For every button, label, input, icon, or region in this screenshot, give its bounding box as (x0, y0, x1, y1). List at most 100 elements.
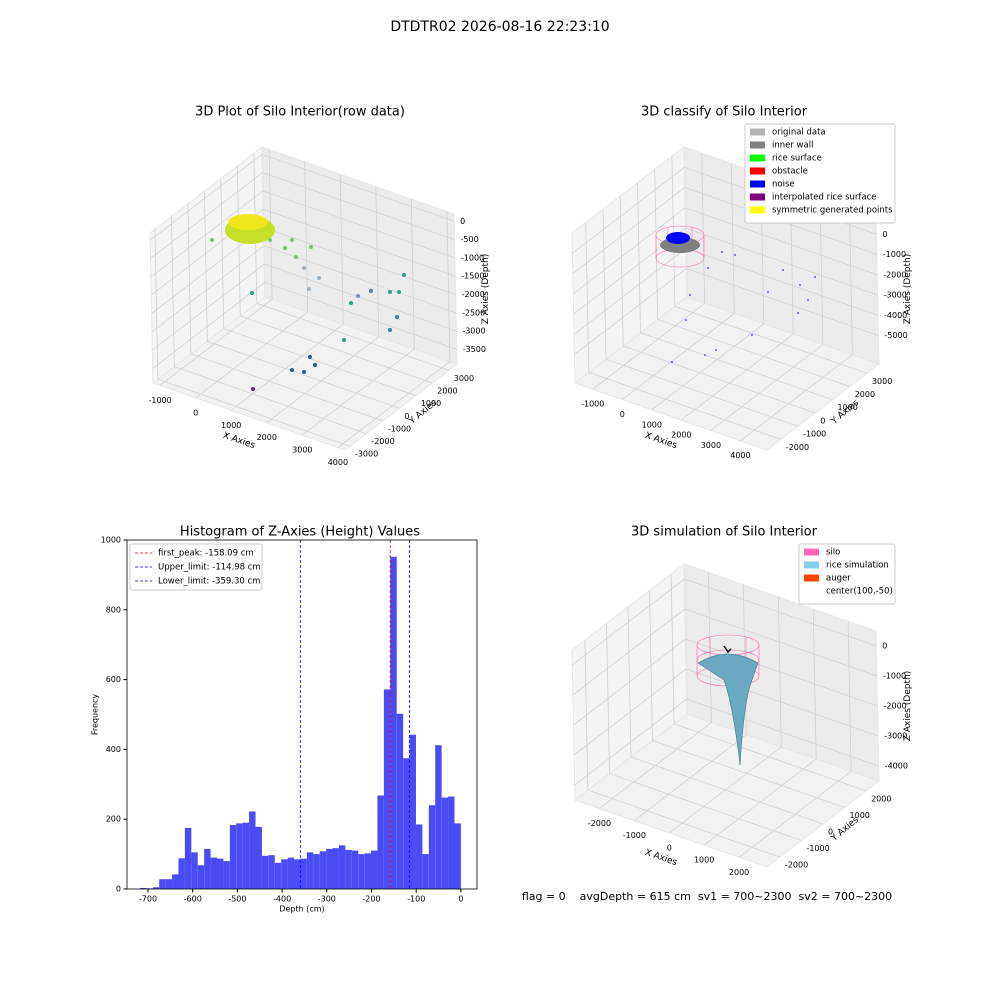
legend-label: rice surface (772, 154, 822, 164)
x-tick-label: 0 (193, 408, 198, 417)
x-tick-label: 1000 (694, 856, 714, 865)
y-tick-label: 800 (106, 605, 121, 614)
grid-line (150, 190, 456, 278)
grid-line (572, 578, 877, 666)
legend-label: obstacle (772, 167, 808, 177)
bar (377, 795, 384, 889)
legend-label: symmetric generated points (772, 206, 893, 216)
bar (403, 758, 410, 889)
x-tick-label: -400 (273, 895, 291, 904)
bar (338, 845, 346, 889)
grid-line (740, 204, 853, 442)
bar (441, 797, 449, 889)
bar (197, 865, 205, 889)
legend-box (798, 543, 896, 605)
bar (159, 879, 166, 889)
z-tick-label: -3000 (462, 327, 485, 336)
z-tick-label: -4000 (885, 762, 908, 771)
y-tick-label: 200 (106, 815, 121, 824)
x-tick-label: 3000 (292, 446, 312, 455)
legend-label: original data (772, 128, 826, 138)
x-tick-label: 1000 (642, 420, 662, 429)
legend-box (129, 543, 263, 591)
bar (172, 874, 179, 889)
x-axis-label: X Axies (643, 848, 678, 868)
z-tick-label: -1000 (461, 253, 484, 262)
axes-frame (126, 539, 478, 890)
x-tick-label: 0 (458, 895, 463, 904)
z-tick-label: -2000 (884, 702, 907, 711)
bar (165, 879, 173, 889)
bar (249, 811, 256, 889)
z-tick-label: -500 (461, 235, 479, 244)
cloud (228, 214, 268, 230)
legend-swatch (804, 561, 819, 569)
x-tick-label: 2000 (671, 431, 691, 440)
x-tick-label: 0 (667, 843, 672, 852)
bar (306, 852, 314, 889)
bar (229, 825, 237, 889)
y-tick-label: -2000 (371, 437, 394, 446)
points (210, 238, 406, 391)
bar (268, 855, 275, 889)
bar (139, 887, 147, 889)
x-tick-label: 2000 (257, 433, 277, 442)
grid-line (149, 153, 455, 241)
x-axis-label: X Axies (221, 431, 256, 451)
bar (332, 848, 339, 889)
z-tick-label: -3000 (884, 291, 907, 300)
z-tick-label: -1500 (461, 272, 484, 281)
grid-line (204, 191, 400, 409)
grid-line (152, 263, 457, 351)
z-tick-label: -2500 (462, 308, 485, 317)
x-tick-label: 3000 (701, 441, 721, 450)
legend-swatch (750, 180, 765, 188)
grid-line (738, 621, 852, 858)
y-tick-label: -1000 (803, 430, 826, 439)
bar (313, 854, 320, 889)
bar (274, 862, 282, 889)
bar (422, 854, 429, 889)
z-tick-label: -5000 (884, 331, 907, 340)
legend-swatch (750, 206, 765, 214)
plots: -100001000200030004000-3000-2000-1000010… (91, 123, 913, 914)
grid-line (584, 640, 781, 858)
bar (364, 853, 372, 889)
status-text: flag = 0 avgDepth = 615 cm sv1 = 700~230… (522, 890, 892, 903)
grid-line (654, 169, 850, 387)
y-tick-label: -1000 (388, 424, 411, 433)
bar (300, 858, 307, 889)
y-tick-label: -2000 (785, 861, 808, 870)
y-tick-label: 400 (106, 745, 121, 754)
grid-line (220, 178, 416, 396)
panel-title: 3D Plot of Silo Interior(row data) (195, 105, 405, 120)
z-tick-label: -2000 (883, 270, 906, 279)
grid-line (572, 207, 878, 295)
grid-line (634, 584, 747, 822)
grid-line (622, 163, 735, 400)
x-tick-label: 1000 (221, 421, 241, 430)
grid-line (150, 172, 455, 259)
panel-title: Histogram of Z-Axies (Height) Values (180, 525, 420, 540)
y-tick-label: 0 (828, 828, 833, 837)
bar (204, 848, 211, 889)
bar (281, 859, 288, 889)
grid-line (266, 186, 380, 424)
bar (351, 850, 359, 889)
bar (326, 848, 333, 889)
x-tick-label: -300 (318, 895, 336, 904)
grid-line (670, 573, 867, 792)
bar (242, 822, 250, 889)
y-tick-label: 0 (116, 885, 121, 894)
grid-line (619, 195, 816, 414)
y-tick-label: 2000 (871, 794, 891, 803)
legend-swatch (750, 154, 765, 162)
y-tick-label: -1000 (806, 844, 829, 853)
grid-line (627, 606, 824, 825)
grid-line (669, 596, 782, 834)
x-tick-label: -2000 (588, 819, 611, 828)
x-tick-label: -600 (184, 895, 202, 904)
grid-line (573, 638, 878, 726)
grid-line (337, 211, 451, 448)
x-axis-label: Depth (cm) (279, 905, 324, 914)
